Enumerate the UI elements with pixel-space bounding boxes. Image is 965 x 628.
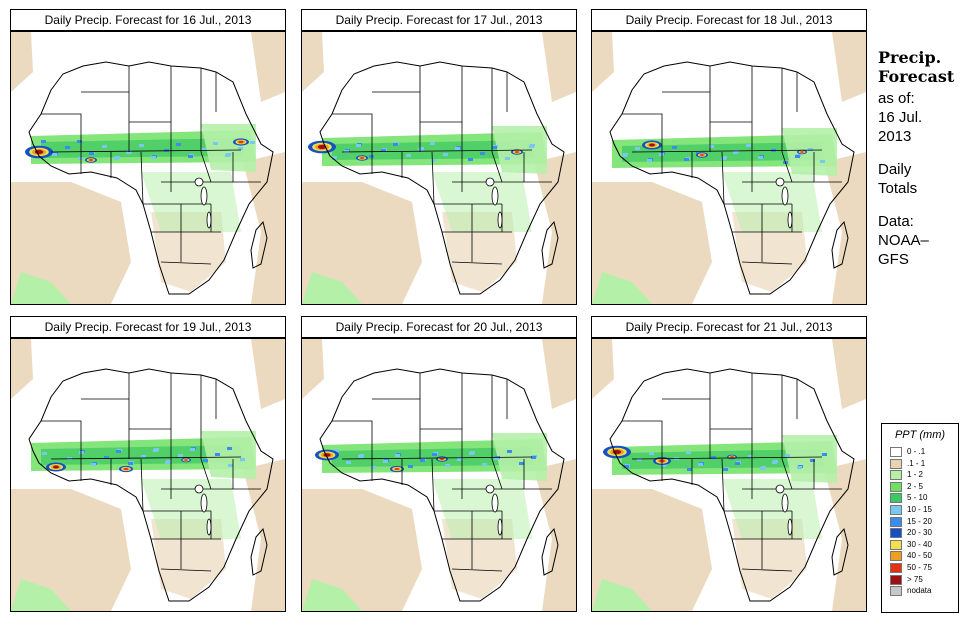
africa-precip-svg <box>302 32 576 304</box>
africa-precip-svg <box>592 32 866 304</box>
asof-year: 2013 <box>878 128 912 145</box>
legend-item: nodata <box>882 585 958 597</box>
map-panel-5: Daily Precip. Forecast for 20 Jul., 2013 <box>291 316 577 612</box>
legend-swatch <box>890 470 902 481</box>
legend-swatch <box>890 458 902 469</box>
map-panel-3: Daily Precip. Forecast for 18 Jul., 2013 <box>581 9 867 305</box>
legend-item: 0 - .1 <box>882 446 958 458</box>
legend-label: 30 - 40 <box>907 539 932 549</box>
africa-precip-svg <box>11 32 285 304</box>
data-label: Data: <box>878 213 914 230</box>
legend-item: 5 - 10 <box>882 492 958 504</box>
legend-label: 10 - 15 <box>907 504 932 514</box>
legend-label: > 75 <box>907 574 923 584</box>
side-annotation: Precip. Forecast as of: 16 Jul. 2013 Dai… <box>878 48 963 269</box>
africa-precip-svg <box>302 339 576 611</box>
africa-precip-svg <box>11 339 285 611</box>
legend-swatch <box>890 447 902 457</box>
panel-title: Daily Precip. Forecast for 16 Jul., 2013 <box>10 9 286 31</box>
panel-title: Daily Precip. Forecast for 21 Jul., 2013 <box>591 316 867 338</box>
totals-label: Totals <box>878 180 918 197</box>
map-panel-1: Daily Precip. Forecast for 16 Jul., 2013 <box>0 9 286 305</box>
legend-item: 50 - 75 <box>882 562 958 574</box>
legend-label: 15 - 20 <box>907 516 932 526</box>
legend-item: 2 - 5 <box>882 481 958 493</box>
legend-label: .1 - 1 <box>907 458 926 468</box>
legend-swatch <box>890 551 902 562</box>
legend-swatch <box>890 586 902 597</box>
legend-label: 2 - 5 <box>907 481 924 491</box>
legend-swatch <box>890 562 902 573</box>
legend-swatch <box>890 516 902 527</box>
map-panel-6: Daily Precip. Forecast for 21 Jul., 2013 <box>581 316 867 612</box>
africa-precip-svg <box>592 339 866 611</box>
heading-line-1: Precip. <box>878 48 942 67</box>
data-source-2: GFS <box>878 251 909 268</box>
daily-label: Daily <box>878 161 912 178</box>
legend-label: 1 - 2 <box>907 470 924 480</box>
legend-item: 10 - 15 <box>882 504 958 516</box>
legend-item: 1 - 2 <box>882 469 958 481</box>
legend-label: 20 - 30 <box>907 528 932 538</box>
legend-swatch <box>890 493 902 504</box>
forecast-map <box>591 31 867 305</box>
forecast-map <box>10 31 286 305</box>
panel-title: Daily Precip. Forecast for 19 Jul., 2013 <box>10 316 286 338</box>
panel-title: Daily Precip. Forecast for 18 Jul., 2013 <box>591 9 867 31</box>
forecast-map <box>301 338 577 612</box>
legend-label: 5 - 10 <box>907 493 928 503</box>
legend-title: PPT (mm) <box>894 429 946 441</box>
asof-date: 16 Jul. <box>878 109 923 126</box>
legend-item: > 75 <box>882 574 958 586</box>
legend-swatch <box>890 574 902 585</box>
forecast-map <box>591 338 867 612</box>
asof-label: as of: <box>878 90 915 107</box>
legend-swatch <box>890 481 902 492</box>
legend-item: 20 - 30 <box>882 527 958 539</box>
heading-line-2: Forecast <box>878 67 955 86</box>
legend-label: 50 - 75 <box>907 562 932 572</box>
legend-label: 0 - .1 <box>907 447 926 456</box>
legend-label: nodata <box>907 586 932 596</box>
map-panel-2: Daily Precip. Forecast for 17 Jul., 2013 <box>291 9 577 305</box>
legend-swatch <box>890 528 902 539</box>
panel-title: Daily Precip. Forecast for 17 Jul., 2013 <box>301 9 577 31</box>
legend-label: 40 - 50 <box>907 551 932 561</box>
legend-item: 40 - 50 <box>882 550 958 562</box>
forecast-map <box>10 338 286 612</box>
legend-item: 30 - 40 <box>882 539 958 551</box>
panel-title: Daily Precip. Forecast for 20 Jul., 2013 <box>301 316 577 338</box>
legend-swatch <box>890 504 902 515</box>
legend-swatch <box>890 539 902 550</box>
map-panel-4: Daily Precip. Forecast for 19 Jul., 2013 <box>0 316 286 612</box>
legend-item: 15 - 20 <box>882 516 958 528</box>
legend-item: .1 - 1 <box>882 458 958 470</box>
forecast-map <box>301 31 577 305</box>
data-source-1: NOAA– <box>878 232 929 249</box>
